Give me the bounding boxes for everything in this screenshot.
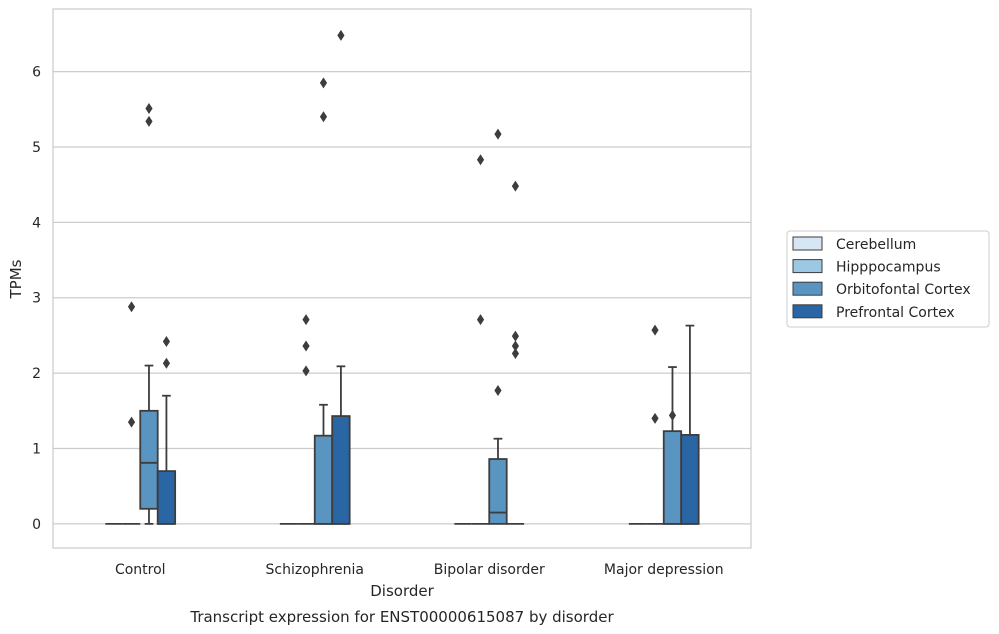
box-rect [313, 434, 334, 525]
x-tick-label: Major depression [604, 562, 724, 578]
box-1-1 [297, 314, 315, 525]
box-rect [662, 430, 683, 525]
box-3-3 [680, 324, 700, 525]
x-tick-labels: Control Schizophrenia Bipolar disorder Majo… [115, 562, 724, 578]
y-tick-label: 5 [32, 140, 41, 156]
outlier-point [651, 324, 659, 336]
outlier-point [145, 115, 153, 127]
outlier-point [127, 416, 136, 428]
outlier-point [494, 128, 502, 140]
x-tick-label: Control [115, 562, 166, 578]
box-0-1 [122, 301, 141, 525]
y-axis-label: TPMs [7, 259, 25, 299]
outlier-point [337, 29, 345, 41]
outlier-point [162, 357, 171, 369]
outlier-point [651, 412, 659, 424]
outlier-point [511, 180, 520, 192]
chart-caption: Transcript expression for ENST0000061508… [189, 608, 614, 626]
box-2-3 [506, 180, 525, 525]
plot-frame [52, 8, 752, 549]
box-0-2 [139, 103, 159, 525]
outlier-point [668, 409, 677, 421]
box-2-1 [471, 154, 490, 525]
legend-swatch [792, 304, 823, 319]
outlier-point [145, 103, 153, 115]
legend-label: Prefrontal Cortex [836, 305, 955, 321]
legend-swatch [792, 281, 823, 296]
outlier-point [476, 154, 485, 166]
box-rect [680, 434, 700, 525]
outlier-point [511, 330, 520, 342]
plot-background [53, 9, 751, 548]
legend-label: Cerebellum [836, 237, 916, 253]
outlier-point [302, 340, 310, 352]
box-1-3 [331, 29, 351, 525]
legend-swatch [792, 259, 823, 274]
box-rect [488, 458, 508, 525]
box-rect [156, 470, 177, 525]
outlier-point [476, 314, 485, 326]
legend-label: Hipppocampus [836, 260, 941, 276]
y-tick-label: 0 [32, 517, 41, 533]
box-2-2 [488, 128, 508, 525]
outlier-point [162, 335, 171, 347]
outlier-point [319, 77, 328, 89]
y-tick-label: 2 [32, 366, 41, 382]
box-series [105, 29, 700, 525]
y-tick-label: 6 [32, 65, 41, 81]
y-tick-labels: 0 1 2 3 4 5 6 [32, 65, 41, 533]
box-rect [331, 415, 351, 525]
legend-swatch [792, 236, 823, 251]
outlier-point [511, 348, 520, 360]
outlier-point [127, 301, 136, 313]
y-tick-label: 4 [32, 215, 41, 231]
legend: Cerebellum Hipppocampus Orbitofontal Corte… [786, 230, 990, 328]
outlier-point [302, 314, 310, 326]
legend-label: Orbitofontal Cortex [836, 282, 971, 298]
outlier-point [319, 111, 328, 123]
box-rect [139, 409, 159, 510]
box-0-3 [156, 335, 177, 525]
outlier-point [302, 365, 310, 377]
outlier-point [511, 340, 520, 352]
x-axis-label: Disorder [370, 582, 434, 600]
y-tick-label: 1 [32, 441, 41, 457]
legend-frame [786, 230, 990, 328]
x-tick-label: Bipolar disorder [434, 562, 545, 578]
box-3-1 [646, 324, 664, 525]
box-1-2 [313, 77, 334, 525]
y-tick-label: 3 [32, 291, 41, 307]
outlier-point [494, 384, 502, 396]
x-tick-label: Schizophrenia [266, 562, 364, 578]
